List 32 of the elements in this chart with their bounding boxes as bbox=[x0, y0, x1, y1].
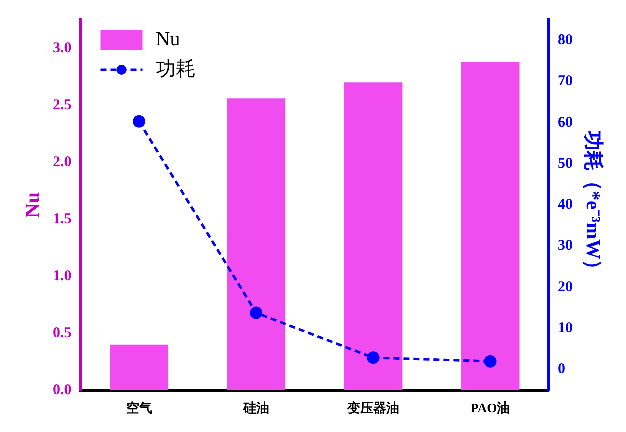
y2-tick-label: 40 bbox=[558, 197, 573, 214]
y-tick-label: 2.5 bbox=[53, 97, 72, 114]
bar bbox=[461, 62, 520, 390]
bar bbox=[227, 98, 286, 390]
bar bbox=[110, 344, 169, 390]
x-tick-label: PAO油 bbox=[470, 400, 510, 416]
x-tick-label: 空气 bbox=[126, 400, 152, 416]
y-tick-label: 0.0 bbox=[53, 382, 72, 398]
y2-tick-label: 30 bbox=[558, 238, 573, 254]
y2-tick-label: 20 bbox=[558, 279, 573, 296]
legend-label: 功耗 bbox=[156, 58, 196, 80]
y-tick-label: 0.5 bbox=[53, 325, 72, 342]
legend-label: Nu bbox=[156, 28, 180, 50]
y-tick-label: 2.0 bbox=[53, 154, 72, 170]
x-tick-label: 变压器油 bbox=[346, 400, 400, 416]
y2-tick-label: 0 bbox=[558, 362, 566, 378]
y-tick-label: 3.0 bbox=[53, 40, 72, 56]
y2-tick-label: 50 bbox=[558, 156, 573, 172]
bar bbox=[344, 82, 403, 390]
x-tick-label: 硅油 bbox=[242, 400, 270, 416]
point bbox=[133, 115, 146, 128]
y2-tick-label: 60 bbox=[558, 114, 573, 131]
y2-axis-title: 功耗（*e⁻³mW） bbox=[582, 130, 604, 280]
point bbox=[367, 352, 380, 364]
point bbox=[250, 306, 263, 320]
y-tick-label: 1.5 bbox=[53, 211, 72, 228]
point bbox=[484, 355, 497, 368]
y2-tick-label: 70 bbox=[558, 74, 573, 90]
y-axis-title: Nu bbox=[22, 192, 44, 218]
y2-tick-label: 10 bbox=[558, 320, 573, 337]
y-tick-label: 1.0 bbox=[53, 268, 72, 284]
y2-tick-label: 80 bbox=[558, 32, 573, 48]
